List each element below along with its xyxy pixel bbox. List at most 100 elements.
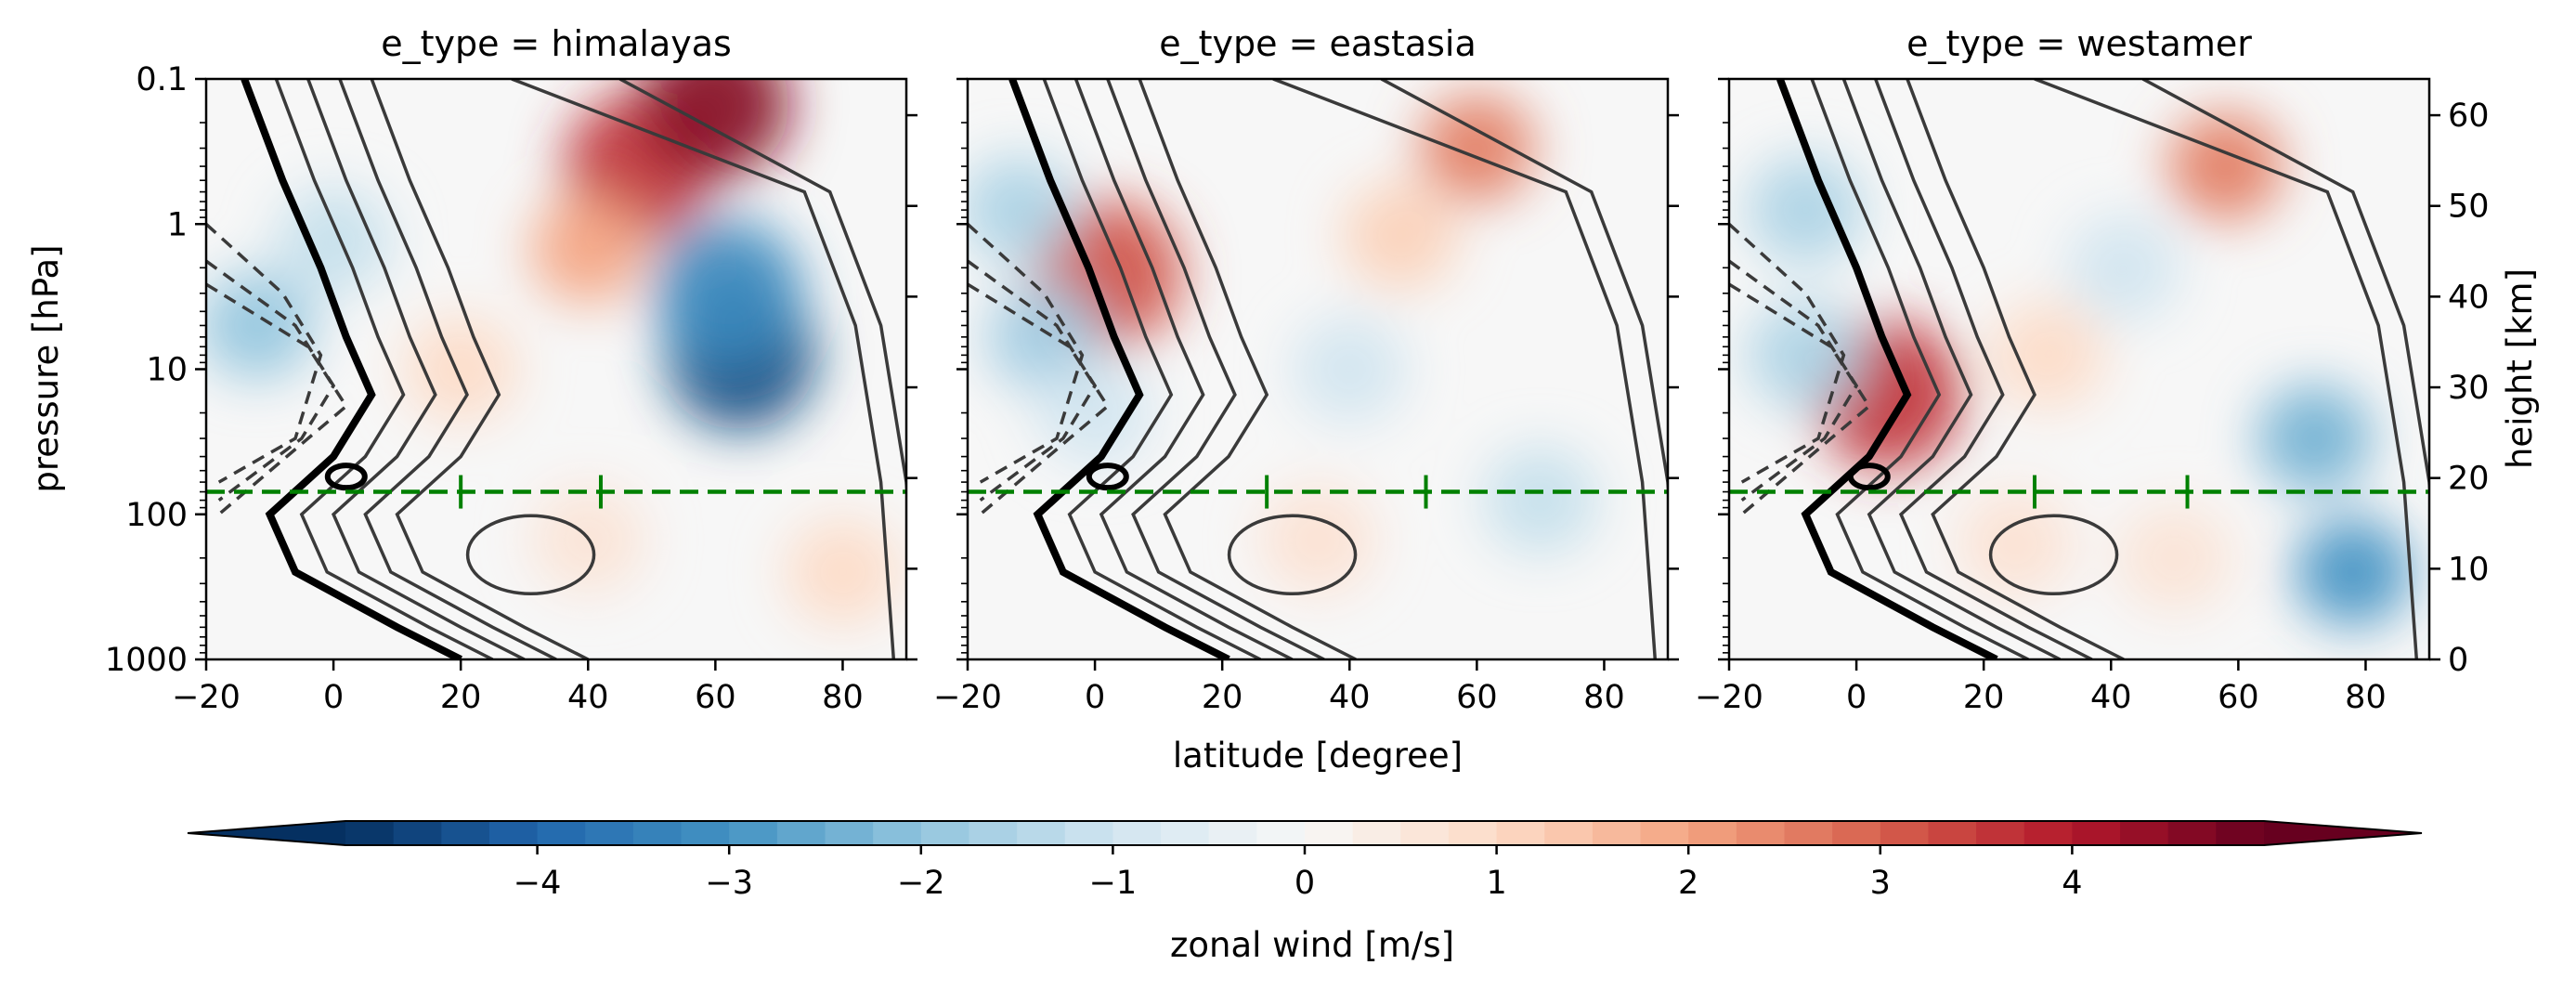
y2-tick-label: 50 bbox=[2448, 189, 2490, 226]
anomaly-blob bbox=[1260, 486, 1375, 594]
contour-line bbox=[1042, 79, 1262, 659]
colorbar-extend-high bbox=[2264, 821, 2422, 845]
colorbar-cell bbox=[1784, 821, 1833, 845]
anomaly-blob bbox=[530, 195, 646, 304]
panel-title: e_type = westamer bbox=[1906, 23, 2252, 64]
contour-line bbox=[338, 79, 557, 659]
zero-contour bbox=[1776, 79, 1998, 659]
colorbar-cell bbox=[2072, 821, 2121, 845]
y-tick-label: 100 bbox=[125, 497, 188, 534]
colorbar-cell bbox=[1496, 821, 1545, 845]
dashed-contour bbox=[968, 282, 1111, 516]
colorbar-cell bbox=[1928, 821, 1977, 845]
contour-line bbox=[1810, 79, 2029, 659]
colorbar-cell bbox=[1544, 821, 1594, 845]
colorbar-tick-label: 0 bbox=[1295, 865, 1315, 902]
contour-lines bbox=[206, 79, 906, 659]
colorbar-cell bbox=[1208, 821, 1257, 845]
colorbar-tick-label: 2 bbox=[1678, 865, 1698, 902]
anomaly-blob bbox=[1482, 446, 1598, 554]
y2-tick-label: 30 bbox=[2448, 370, 2490, 407]
x-tick-label: 20 bbox=[1202, 679, 1243, 716]
colorbar-cell bbox=[1352, 821, 1401, 845]
colorbar-cells bbox=[345, 821, 2265, 845]
anomaly-blob bbox=[654, 218, 803, 368]
colorbar-cell bbox=[632, 821, 683, 845]
colorbar-tick-label: 3 bbox=[1870, 865, 1891, 902]
y-axis-label-right: height [km] bbox=[2500, 268, 2540, 469]
dashed-contour bbox=[968, 223, 1085, 484]
colorbar-tick-label: 4 bbox=[2062, 865, 2082, 902]
contour-line bbox=[465, 514, 596, 596]
y-tick-label: 0.1 bbox=[136, 61, 188, 98]
colorbar-cell bbox=[345, 821, 395, 845]
colorbar-cell bbox=[1640, 821, 1689, 845]
y-tick-label: 1 bbox=[167, 206, 188, 243]
colorbar-ticks: −4 −3 −2 −1 0 1 2 3 4 bbox=[514, 845, 2083, 902]
dashed-contour bbox=[1729, 223, 1846, 484]
colorbar-cell bbox=[776, 821, 826, 845]
dashed-contour bbox=[1729, 259, 1859, 502]
y2-tick-label: 40 bbox=[2448, 279, 2490, 316]
y-tick-label: 1000 bbox=[105, 642, 188, 679]
y-axis-left-ticks bbox=[956, 77, 968, 661]
colorbar-extend-low bbox=[188, 821, 345, 845]
contour-line bbox=[1227, 514, 1358, 596]
colorbar-cell bbox=[681, 821, 730, 845]
colorbar-outline bbox=[187, 820, 2423, 846]
x-tick-label: 40 bbox=[1329, 679, 1371, 716]
contour-lines bbox=[1729, 79, 2429, 659]
anomaly-blob bbox=[403, 315, 519, 424]
y-axis-left: 0.1 1 10 100 1000 bbox=[105, 61, 206, 679]
y2-tick-label: 0 bbox=[2448, 642, 2468, 679]
dashed-contour bbox=[206, 223, 323, 484]
x-tick-label: 60 bbox=[695, 679, 736, 716]
colorbar-tick-label: 1 bbox=[1486, 865, 1506, 902]
colorbar-cell bbox=[1832, 821, 1881, 845]
dashed-contour bbox=[1729, 282, 1872, 516]
anomaly-blob bbox=[1343, 181, 1459, 290]
contour-line bbox=[618, 79, 906, 505]
y-axis-right: 0 10 20 30 40 50 60 bbox=[2429, 98, 2490, 679]
anomaly-blob bbox=[2167, 112, 2283, 221]
y-axis-right-ticks bbox=[1668, 113, 1679, 661]
colorbar: −4 −3 −2 −1 0 1 2 3 4 zonal wind [m/s] bbox=[187, 820, 2423, 965]
colorbar-cell bbox=[1112, 821, 1162, 845]
contour-line bbox=[1874, 79, 2093, 659]
contour-line bbox=[1841, 79, 2062, 659]
colorbar-cell bbox=[2120, 821, 2169, 845]
x-axis: −20 0 20 40 60 80 bbox=[172, 659, 864, 716]
y-tick-label: 10 bbox=[146, 352, 188, 389]
x-tick-label: 40 bbox=[567, 679, 609, 716]
colorbar-cell bbox=[1400, 821, 1450, 845]
colorbar-cell bbox=[2216, 821, 2265, 845]
panel-himalayas: −20 0 20 40 60 80 0.1 1 10 100 1000 e_type = hima… bbox=[105, 23, 917, 716]
x-tick-label: 80 bbox=[1583, 679, 1625, 716]
colorbar-cell bbox=[873, 821, 922, 845]
contour-line bbox=[1138, 79, 1357, 659]
colorbar-cell bbox=[729, 821, 778, 845]
zero-contour bbox=[1086, 463, 1129, 491]
panel-title: e_type = himalayas bbox=[381, 23, 732, 64]
y-axis-label-left: pressure [hPa] bbox=[26, 244, 66, 492]
contour-line bbox=[1906, 79, 2125, 659]
panel-title: e_type = eastasia bbox=[1159, 23, 1477, 64]
contour-line bbox=[274, 79, 494, 659]
colorbar-cell bbox=[1880, 821, 1930, 845]
dashed-contour bbox=[206, 282, 349, 516]
x-tick-label: −20 bbox=[172, 679, 241, 716]
x-tick-label: 20 bbox=[1963, 679, 2005, 716]
anomaly-blob bbox=[968, 156, 1076, 265]
reference-line bbox=[968, 475, 1668, 509]
y2-tick-label: 10 bbox=[2448, 551, 2490, 588]
colorbar-cell bbox=[488, 821, 539, 845]
zero-contour bbox=[241, 79, 463, 659]
x-tick-label: −20 bbox=[1695, 679, 1763, 716]
x-tick-label: 80 bbox=[2345, 679, 2387, 716]
anomaly-blob bbox=[1292, 315, 1408, 424]
y-axis-left-ticks bbox=[1718, 77, 1729, 661]
colorbar-tick-label: −1 bbox=[1089, 865, 1138, 902]
x-tick-label: 0 bbox=[1085, 679, 1105, 716]
colorbar-cell bbox=[441, 821, 490, 845]
